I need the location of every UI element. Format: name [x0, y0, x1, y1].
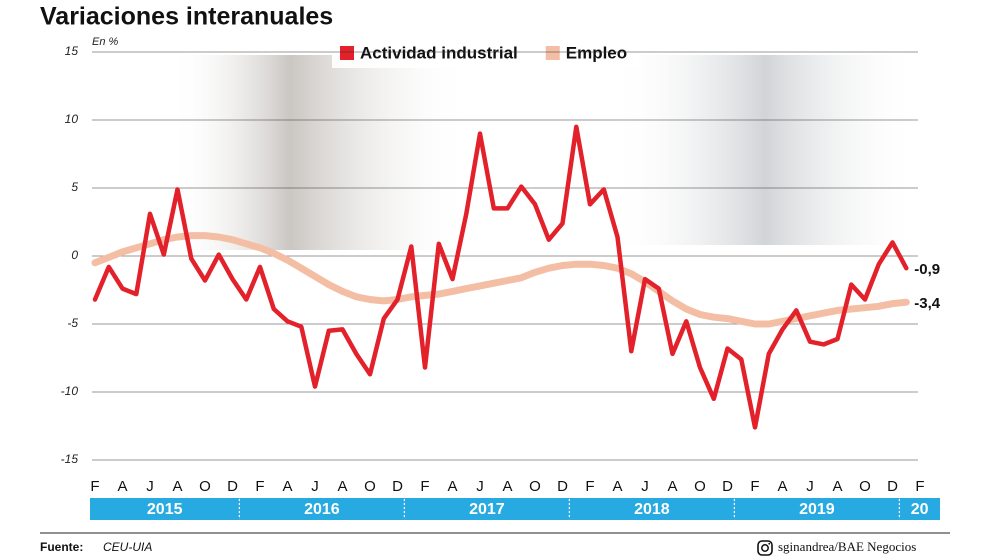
x-tick-label: A [502, 478, 512, 495]
x-tick-label: F [585, 478, 594, 495]
x-tick-label: J [311, 478, 319, 495]
x-tick-label: F [90, 478, 99, 495]
year-band [90, 498, 240, 520]
x-tick-label: A [832, 478, 842, 495]
y-tick-label: 15 [65, 44, 79, 58]
x-tick-label: A [337, 478, 347, 495]
y-tick-label: -10 [61, 384, 79, 398]
instagram-icon [757, 540, 773, 556]
x-tick-label: F [255, 478, 264, 495]
year-label: 2016 [304, 501, 340, 518]
x-tick-label: J [146, 478, 154, 495]
x-tick-label: A [172, 478, 182, 495]
x-tick-label: D [227, 478, 238, 495]
x-tick-label: D [887, 478, 898, 495]
x-tick-label: D [392, 478, 403, 495]
series-line [92, 124, 909, 430]
x-tick-label: A [777, 478, 787, 495]
year-band [734, 498, 900, 520]
y-tick-label: -5 [67, 316, 78, 330]
legend-box [332, 40, 640, 68]
year-band [899, 498, 940, 520]
value-label: -3,4 [914, 295, 941, 312]
credit: sginandrea/BAE Negocios [778, 539, 916, 554]
legend-swatch [340, 46, 354, 60]
year-label: 2017 [469, 501, 505, 518]
x-tick-label: A [447, 478, 457, 495]
legend-label: Actividad industrial [360, 43, 518, 62]
x-tick-label: O [199, 478, 211, 495]
legend-label: Empleo [566, 43, 627, 62]
x-tick-label: J [476, 478, 484, 495]
x-tick-label: F [915, 478, 924, 495]
y-tick-label: 10 [65, 112, 79, 126]
y-tick-label: -15 [61, 452, 79, 466]
x-tick-label: J [806, 478, 814, 495]
x-tick-label: O [529, 478, 541, 495]
grid: -15 -10 -5 0 5 10 15 [61, 44, 918, 466]
y-tick-label: 0 [71, 248, 78, 262]
x-tick-label: O [364, 478, 376, 495]
chart-title: Variaciones interanuales [40, 3, 333, 31]
x-tick-label: O [859, 478, 871, 495]
x-tick-label: A [612, 478, 622, 495]
year-label: 2019 [799, 501, 835, 518]
photo-welder [170, 55, 470, 250]
year-label: 2015 [147, 501, 183, 518]
x-tick-label: A [667, 478, 677, 495]
x-tick-label: A [117, 478, 127, 495]
value-label: -0,9 [914, 261, 940, 278]
plot: -3,4 -0,9 [91, 124, 941, 430]
year-band [569, 498, 735, 520]
legend: Actividad industrial Empleo [332, 40, 640, 68]
x-tick-label: D [557, 478, 568, 495]
year-band [239, 498, 405, 520]
x-tick-label: J [641, 478, 649, 495]
year-label: 20 [911, 501, 929, 518]
x-tick-label: A [282, 478, 292, 495]
x-tick-label: F [750, 478, 759, 495]
year-label: 2018 [634, 501, 670, 518]
source: CEU-UIA [103, 540, 152, 554]
x-tick-label: D [722, 478, 733, 495]
year-band [404, 498, 570, 520]
legend-swatch [545, 46, 560, 60]
photo-worker [610, 55, 920, 245]
x-tick-label: F [420, 478, 429, 495]
y-unit: En % [92, 36, 119, 48]
x-tick-label: O [694, 478, 706, 495]
source-label: Fuente: [40, 540, 83, 554]
y-tick-label: 5 [71, 180, 78, 194]
series-line [91, 232, 910, 328]
